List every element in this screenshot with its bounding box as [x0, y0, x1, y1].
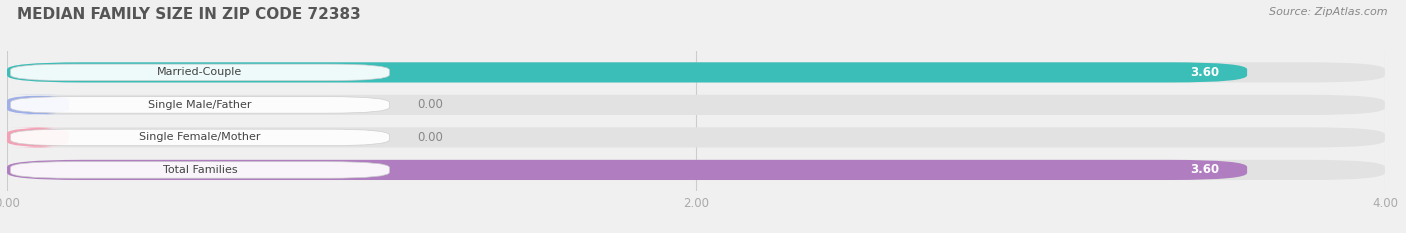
Text: Single Female/Mother: Single Female/Mother — [139, 132, 260, 142]
FancyBboxPatch shape — [10, 162, 389, 178]
FancyBboxPatch shape — [7, 95, 69, 115]
Text: MEDIAN FAMILY SIZE IN ZIP CODE 72383: MEDIAN FAMILY SIZE IN ZIP CODE 72383 — [17, 7, 360, 22]
Text: Married-Couple: Married-Couple — [157, 67, 243, 77]
Text: 0.00: 0.00 — [418, 131, 443, 144]
FancyBboxPatch shape — [10, 129, 389, 146]
Text: 3.60: 3.60 — [1191, 66, 1219, 79]
FancyBboxPatch shape — [10, 97, 389, 113]
Text: 3.60: 3.60 — [1191, 163, 1219, 176]
Text: Total Families: Total Families — [163, 165, 238, 175]
FancyBboxPatch shape — [7, 62, 1385, 82]
FancyBboxPatch shape — [7, 127, 1385, 147]
Text: 0.00: 0.00 — [418, 98, 443, 111]
FancyBboxPatch shape — [7, 95, 1385, 115]
FancyBboxPatch shape — [7, 127, 69, 147]
Text: Single Male/Father: Single Male/Father — [148, 100, 252, 110]
FancyBboxPatch shape — [10, 64, 389, 81]
FancyBboxPatch shape — [7, 160, 1247, 180]
Text: Source: ZipAtlas.com: Source: ZipAtlas.com — [1270, 7, 1388, 17]
FancyBboxPatch shape — [7, 62, 1247, 82]
FancyBboxPatch shape — [7, 160, 1385, 180]
